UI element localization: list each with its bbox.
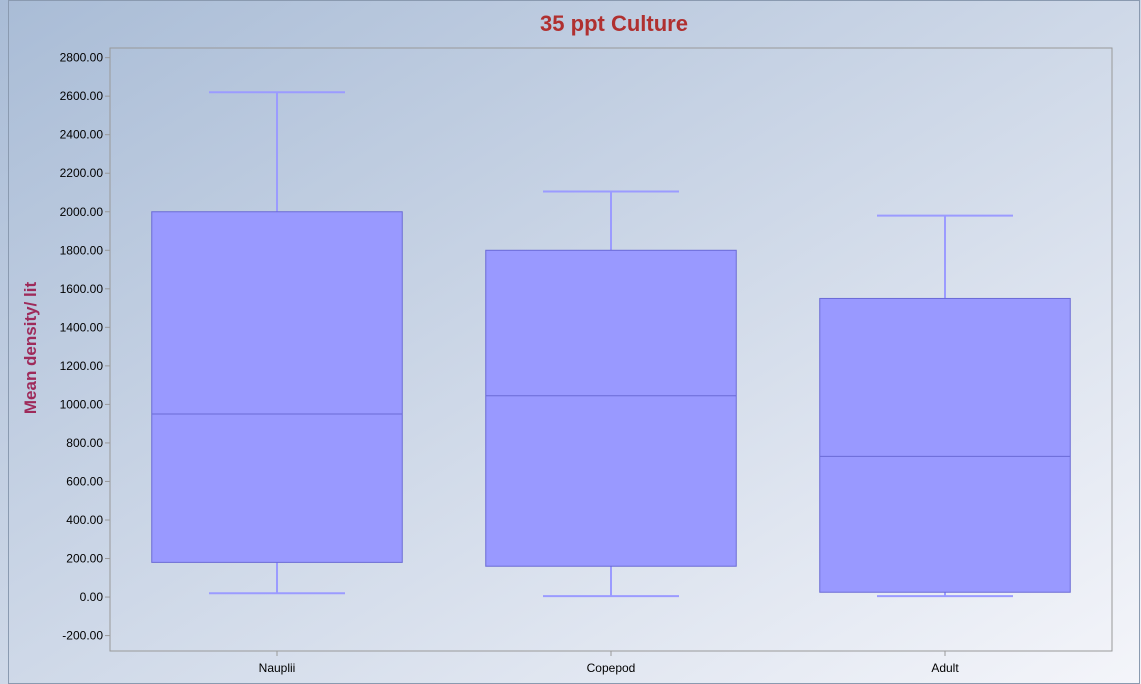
box-nauplii <box>151 211 403 563</box>
y-tick-label: 2200.00 <box>60 166 104 180</box>
y-tick-label: 2000.00 <box>60 205 104 219</box>
y-axis-label: Mean density/ lit <box>21 282 40 415</box>
x-category-label-copepod: Copepod <box>587 661 636 675</box>
y-tick-label: 600.00 <box>66 474 103 488</box>
y-tick-label: 1400.00 <box>60 320 104 334</box>
box-adult <box>819 297 1071 593</box>
y-tick-label: 1200.00 <box>60 359 104 373</box>
y-tick-label: 800.00 <box>66 436 103 450</box>
y-tick-label: 2800.00 <box>60 51 104 65</box>
x-category-label-adult: Adult <box>931 661 959 675</box>
y-tick-label: 0.00 <box>80 590 104 604</box>
y-tick-label: 1800.00 <box>60 243 104 257</box>
y-tick-label: 2400.00 <box>60 128 104 142</box>
box-copepod <box>485 249 737 567</box>
y-tick-label: 1600.00 <box>60 282 104 296</box>
x-category-label-nauplii: Nauplii <box>259 661 296 675</box>
chart-title: 35 ppt Culture <box>540 11 688 36</box>
plot-area: -200.00 0.00 200.00 400.00 600.00 800.00 1000.… <box>60 47 1113 675</box>
y-tick-label: 200.00 <box>66 552 103 566</box>
y-tick-label: -200.00 <box>62 629 103 643</box>
y-tick-label: 2600.00 <box>60 89 104 103</box>
y-tick-label: 400.00 <box>66 513 103 527</box>
y-tick-label: 1000.00 <box>60 397 104 411</box>
